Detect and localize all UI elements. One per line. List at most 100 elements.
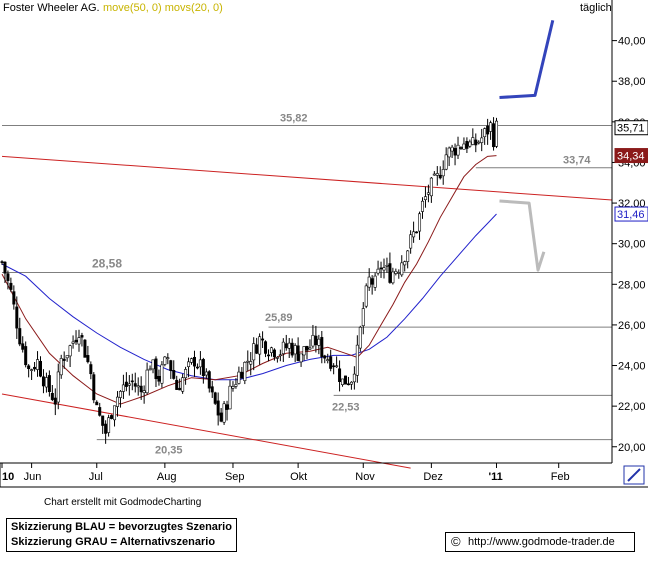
candle-body (385, 265, 389, 267)
scenario-blue-line (499, 19, 555, 99)
candle-body (124, 381, 128, 387)
candle-body (240, 371, 244, 379)
candle-body (231, 386, 235, 389)
candle-body (237, 371, 241, 384)
candle-body (195, 366, 199, 369)
candle-body (435, 173, 439, 176)
candle-body (255, 344, 259, 354)
y-tick-label: 22,00 (618, 401, 646, 413)
x-tick-label: Aug (157, 471, 177, 483)
candle-body (302, 346, 306, 356)
candle-body (101, 415, 105, 426)
x-tick-label: Dez (423, 471, 443, 483)
copyright-box[interactable]: © http://www.godmode-trader.de (445, 532, 635, 552)
candle-body (95, 401, 99, 406)
candle-body (216, 400, 220, 416)
candle-body (382, 267, 386, 271)
candle-body (86, 355, 90, 363)
x-tick-label: Jul (89, 471, 103, 483)
candle-body (418, 213, 422, 232)
candle-body (468, 141, 472, 147)
candle-body (272, 349, 276, 358)
candle-body (326, 359, 330, 361)
price-tag-label: 35,71 (617, 123, 645, 135)
price-tag-price (614, 120, 648, 136)
candle-body (438, 174, 442, 179)
level-label: 22,53 (332, 401, 360, 413)
candle-body (71, 341, 75, 344)
candle-body (299, 353, 303, 363)
stock-title: Foster Wheeler AG. (3, 2, 100, 14)
candle-body (213, 392, 217, 404)
candle-body (0, 261, 4, 263)
candle-body (415, 231, 419, 234)
level-label: 25,89 (265, 312, 293, 324)
y-tick-label: 28,00 (618, 279, 646, 291)
candle-body (420, 200, 424, 212)
candle-body (187, 361, 191, 367)
candle-body (397, 272, 401, 274)
candle-body (160, 364, 164, 384)
candle-body (192, 356, 196, 367)
y-tick-label: 24,00 (618, 361, 646, 373)
candle-body (450, 146, 454, 152)
candle-body (264, 341, 268, 354)
x-tick-label: Jun (24, 471, 42, 483)
level-label: 35,82 (280, 112, 308, 124)
candle-body (471, 137, 475, 145)
candle-body (163, 356, 167, 365)
candle-body (121, 384, 125, 392)
candle-body (234, 384, 238, 387)
candle-body (172, 370, 176, 379)
candle-body (136, 385, 140, 388)
y-tick-label: 40,00 (618, 36, 646, 48)
candle-body (373, 275, 377, 288)
candle-body (267, 354, 271, 357)
candle-body (379, 267, 383, 270)
candle-body (148, 368, 152, 371)
candle-body (207, 371, 211, 389)
candle-body (332, 365, 336, 368)
candle-body (329, 356, 333, 369)
candle-body (15, 306, 19, 329)
candle-body (53, 397, 57, 405)
sma50-line (1, 213, 497, 381)
candle-body (355, 344, 359, 376)
candle-body (343, 375, 347, 385)
candle-body (486, 125, 490, 135)
x-tick-label: Nov (355, 471, 375, 483)
candle-body (335, 365, 339, 368)
y-tick-label: 20,00 (618, 442, 646, 454)
copyright-link[interactable]: http://www.godmode-trader.de (468, 536, 615, 548)
candle-body (456, 144, 460, 156)
candle-body (293, 345, 297, 355)
candle-body (222, 403, 226, 423)
legend-blue-text: Skizzierung BLAU = bevorzugtes Szenario (11, 521, 232, 533)
candle-body (27, 365, 31, 370)
candle-body (38, 360, 42, 377)
candle-body (59, 358, 63, 376)
candle-body (151, 359, 155, 370)
candle-body (41, 376, 45, 387)
candle-body (406, 250, 410, 262)
candle-body (480, 137, 484, 143)
candle-body (423, 196, 427, 200)
candle-body (246, 360, 250, 363)
candle-body (190, 358, 194, 363)
price-tag-sma50 (614, 206, 648, 222)
candle-body (243, 362, 247, 381)
candle-body (346, 383, 350, 386)
candle-body (281, 341, 285, 354)
candle-body (432, 173, 436, 176)
candle-body (18, 328, 22, 345)
candle-body (311, 335, 315, 347)
candle-body (459, 147, 463, 149)
candle-body (441, 169, 445, 177)
candle-body (249, 361, 253, 365)
candle-body (77, 337, 81, 345)
candle-body (89, 364, 93, 375)
candle-body (489, 122, 493, 132)
candle-body (36, 359, 40, 370)
candle-body (56, 371, 60, 403)
